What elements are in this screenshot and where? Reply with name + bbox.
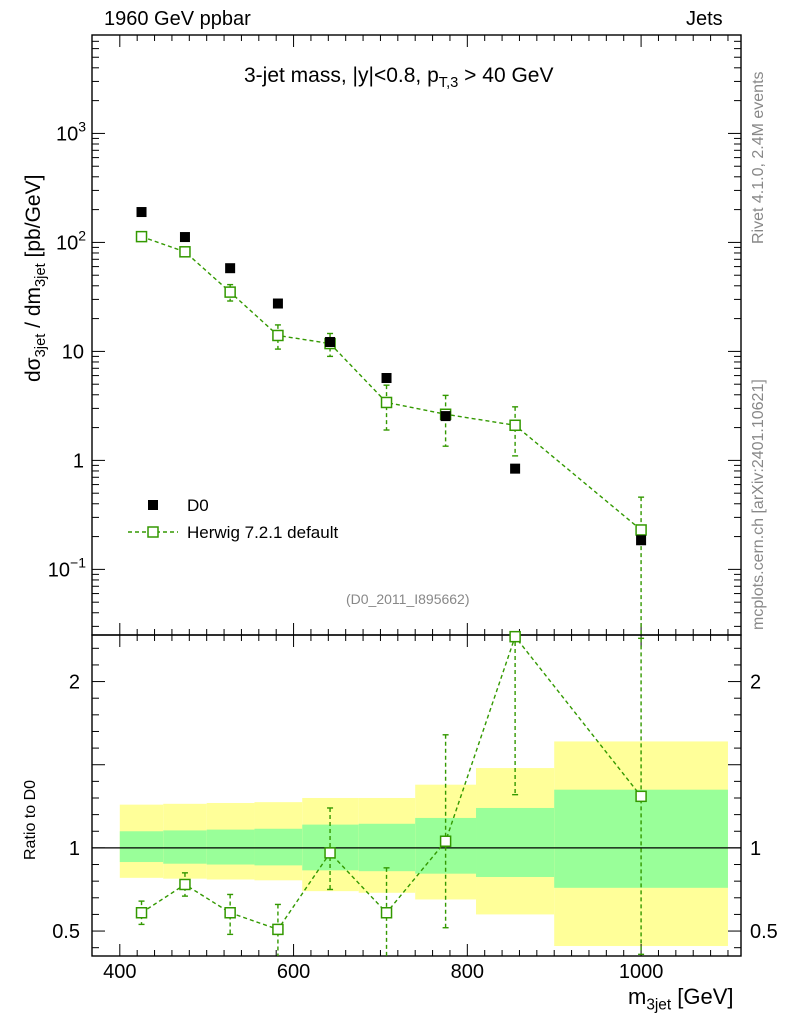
ratio-band-stat (254, 828, 303, 866)
x-tick-label: 800 (451, 961, 484, 983)
herwig-ratio-point (324, 847, 336, 859)
d0-point (510, 463, 521, 474)
herwig-ratio-point (272, 923, 284, 936)
herwig-point (224, 286, 236, 298)
legend-label-herwig: Herwig 7.2.1 default (187, 523, 339, 542)
ratio-tick-label-right: 2 (750, 672, 761, 694)
herwig-point (509, 419, 521, 432)
ratio-y-axis-label: Ratio to D0 (22, 779, 39, 860)
chart-title: 3-jet mass, |y|<0.8, pT,3 > 40 GeV (244, 64, 554, 92)
herwig-ratio-point (224, 907, 236, 919)
d0-point (636, 535, 647, 546)
herwig-ratio-point (439, 835, 452, 847)
d0-point (136, 207, 147, 218)
herwig-point (272, 329, 284, 342)
rivet-version-label: Rivet 4.1.0, 2.4M events (750, 71, 767, 244)
ratio-tick-label: 1 (69, 838, 80, 860)
herwig-ratio-point (179, 878, 191, 891)
ratio-band-stat (206, 829, 255, 865)
herwig-ratio-point (380, 907, 393, 919)
herwig-ratio-point (635, 790, 647, 803)
x-axis-label: m3jet [GeV] (628, 984, 734, 1014)
d0-point (440, 411, 451, 422)
y-tick-label: 103 (56, 118, 86, 145)
ratio-panel-frame (91, 634, 742, 957)
ratio-band-stat (119, 831, 164, 863)
d0-point (381, 373, 392, 384)
herwig-point (135, 230, 148, 243)
herwig-line (141, 235, 642, 531)
ratio-tick-label: 0.5 (52, 921, 80, 943)
y-tick-label: 10 (62, 341, 84, 363)
y-axis-label: dσ3jet / dm3jet [pb/GeV] (22, 174, 50, 382)
ratio-tick-label-right: 0.5 (750, 921, 778, 943)
legend-label-d0: D0 (187, 496, 209, 515)
x-tick-label: 600 (277, 961, 310, 983)
header-energy: 1960 GeV ppbar (104, 8, 251, 30)
ratio-band-stat (163, 830, 207, 864)
herwig-point (380, 396, 393, 409)
herwig-point (179, 246, 191, 258)
herwig-ratio-point (509, 630, 521, 643)
ratio-tick-label: 2 (69, 672, 80, 694)
mcplots-reference-label: mcplots.cern.ch [arXiv:2401.10621] (750, 379, 767, 630)
y-tick-label: 10−1 (48, 554, 86, 581)
header-category: Jets (686, 8, 723, 30)
d0-point (179, 232, 190, 243)
d0-point (272, 298, 283, 309)
x-tick-label: 400 (103, 961, 136, 983)
legend-marker-d0 (148, 500, 158, 510)
d0-point (225, 263, 236, 274)
x-tick-label: 1000 (619, 961, 664, 983)
y-tick-label: 102 (56, 227, 86, 254)
herwig-ratio-point (135, 907, 148, 919)
d0-point (325, 336, 336, 347)
y-tick-label: 1 (73, 450, 84, 472)
herwig-point (635, 524, 647, 536)
ratio-band-stat (476, 807, 555, 877)
ratio-tick-label-right: 1 (750, 838, 761, 860)
legend-marker-herwig (147, 526, 159, 538)
analysis-id-label: (D0_2011_I895662) (346, 591, 470, 607)
